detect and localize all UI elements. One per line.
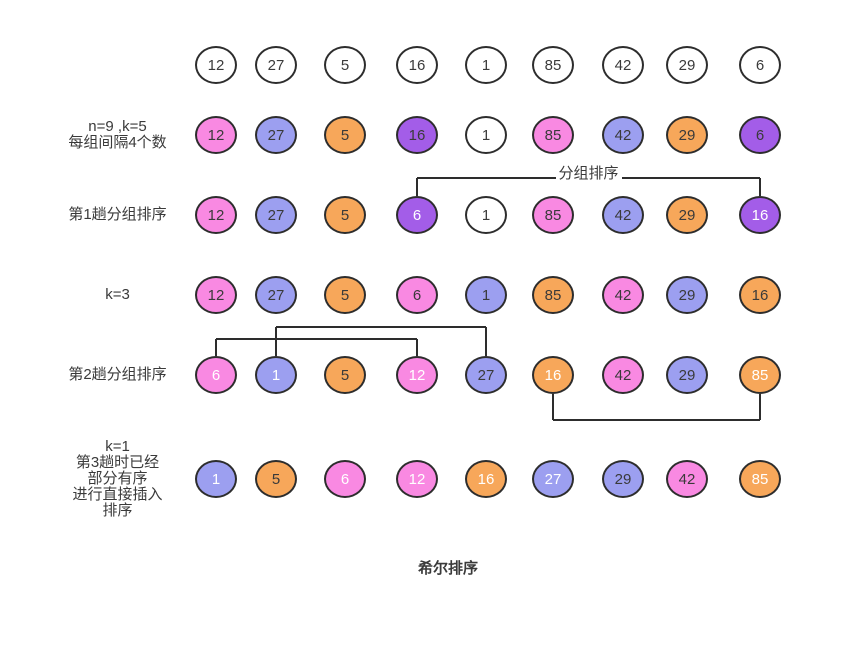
number-circle-row4-col2: 5: [324, 356, 366, 394]
number-circle-row4-col5: 16: [532, 356, 574, 394]
group-sort-label: 分组排序: [555, 166, 622, 182]
number-circle-row1-col5: 85: [532, 116, 574, 154]
number-circle-row1-col7: 29: [666, 116, 708, 154]
number-circle-row1-col1: 27: [255, 116, 297, 154]
row-label-1: n=9 ,k=5 每组间隔4个数: [68, 118, 167, 151]
number-circle-row3-col5: 85: [532, 276, 574, 314]
number-circle-row0-col7: 29: [666, 46, 708, 84]
number-circle-row2-col3: 6: [396, 196, 438, 234]
number-circle-row2-col2: 5: [324, 196, 366, 234]
number-circle-row0-col1: 27: [255, 46, 297, 84]
number-circle-row2-col0: 12: [195, 196, 237, 234]
number-circle-row5-col4: 16: [465, 460, 507, 498]
connector-line: [275, 327, 277, 356]
row-label-5: k=1 第3趟时已经 部分有序 进行直接插入 排序: [72, 438, 163, 519]
number-circle-row1-col2: 5: [324, 116, 366, 154]
number-circle-row5-col5: 27: [532, 460, 574, 498]
number-circle-row3-col2: 5: [324, 276, 366, 314]
number-circle-row2-col1: 27: [255, 196, 297, 234]
connector-line: [759, 394, 761, 420]
number-circle-row3-col1: 27: [255, 276, 297, 314]
connector-line: [215, 339, 217, 356]
number-circle-row4-col3: 12: [396, 356, 438, 394]
number-circle-row2-col7: 29: [666, 196, 708, 234]
number-circle-row3-col6: 42: [602, 276, 644, 314]
number-circle-row3-col0: 12: [195, 276, 237, 314]
number-circle-row2-col8: 16: [739, 196, 781, 234]
diagram-title: 希尔排序: [417, 560, 479, 577]
connector-line: [759, 178, 761, 196]
number-circle-row3-col4: 1: [465, 276, 507, 314]
number-circle-row1-col0: 12: [195, 116, 237, 154]
number-circle-row2-col6: 42: [602, 196, 644, 234]
connector-line: [553, 419, 760, 421]
connector-line: [485, 327, 487, 356]
number-circle-row4-col8: 85: [739, 356, 781, 394]
row-label-4: 第2趟分组排序: [68, 366, 167, 383]
number-circle-row5-col3: 12: [396, 460, 438, 498]
number-circle-row0-col5: 85: [532, 46, 574, 84]
connector-line: [216, 338, 417, 340]
number-circle-row4-col1: 1: [255, 356, 297, 394]
number-circle-row3-col8: 16: [739, 276, 781, 314]
number-circle-row5-col0: 1: [195, 460, 237, 498]
number-circle-row0-col0: 12: [195, 46, 237, 84]
row-label-3: k=3: [105, 286, 130, 303]
number-circle-row0-col2: 5: [324, 46, 366, 84]
number-circle-row5-col7: 42: [666, 460, 708, 498]
number-circle-row1-col8: 6: [739, 116, 781, 154]
number-circle-row0-col4: 1: [465, 46, 507, 84]
number-circle-row5-col1: 5: [255, 460, 297, 498]
number-circle-row5-col2: 6: [324, 460, 366, 498]
number-circle-row3-col3: 6: [396, 276, 438, 314]
number-circle-row4-col0: 6: [195, 356, 237, 394]
number-circle-row3-col7: 29: [666, 276, 708, 314]
number-circle-row4-col6: 42: [602, 356, 644, 394]
number-circle-row5-col6: 29: [602, 460, 644, 498]
connector-line: [416, 339, 418, 356]
connector-line: [276, 326, 486, 328]
number-circle-row2-col5: 85: [532, 196, 574, 234]
number-circle-row4-col4: 27: [465, 356, 507, 394]
number-circle-row0-col3: 16: [396, 46, 438, 84]
number-circle-row5-col8: 85: [739, 460, 781, 498]
row-label-2: 第1趟分组排序: [68, 206, 167, 223]
number-circle-row1-col4: 1: [465, 116, 507, 154]
connector-line: [552, 394, 554, 420]
number-circle-row4-col7: 29: [666, 356, 708, 394]
number-circle-row2-col4: 1: [465, 196, 507, 234]
number-circle-row0-col6: 42: [602, 46, 644, 84]
number-circle-row1-col6: 42: [602, 116, 644, 154]
number-circle-row1-col3: 16: [396, 116, 438, 154]
connector-line: [416, 178, 418, 196]
number-circle-row0-col8: 6: [739, 46, 781, 84]
